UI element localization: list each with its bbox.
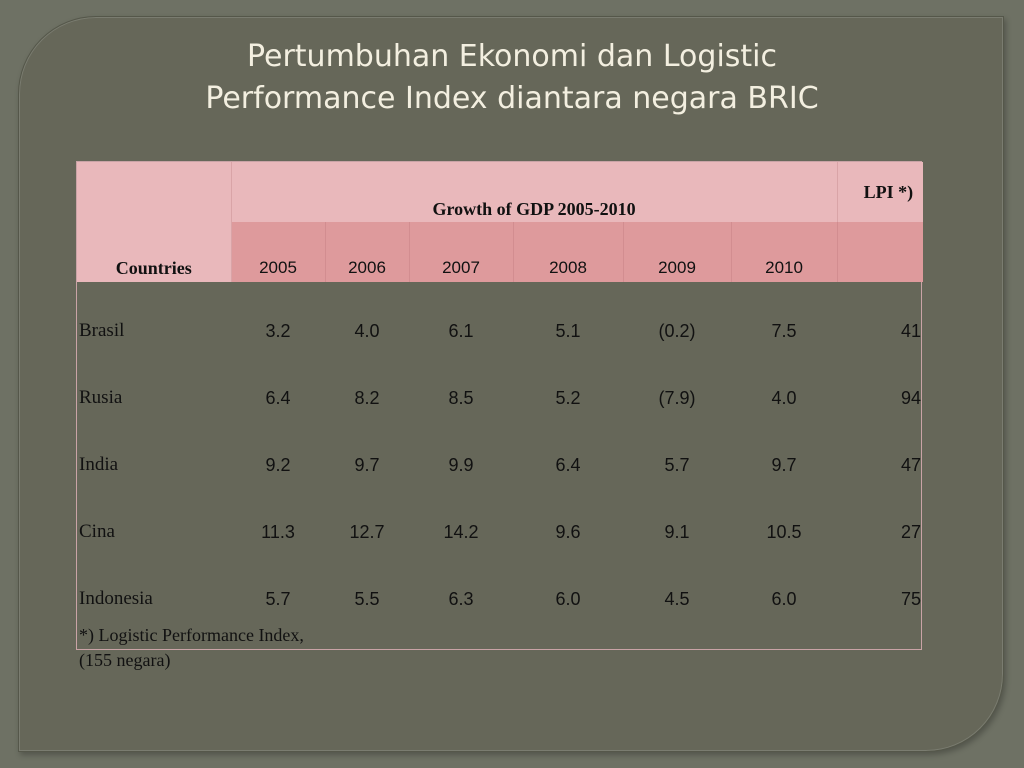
gdp-cell: 6.4 <box>555 455 581 475</box>
gdp-cell: 6.1 <box>448 321 474 341</box>
lpi-cell: 94 <box>901 388 922 408</box>
slide-frame <box>18 16 1004 752</box>
footnote-line-1: *) Logistic Performance Index, <box>79 625 304 645</box>
lpi-cell: 41 <box>901 321 922 341</box>
year-header: 2008 <box>512 222 623 282</box>
year-header: 2007 <box>408 222 513 282</box>
gdp-cell: 6.0 <box>771 589 797 609</box>
gdp-cell: 6.3 <box>448 589 474 609</box>
gdp-lpi-table: Countries Growth of GDP 2005-2010 LPI *)… <box>76 161 924 670</box>
gdp-cell: (0.2) <box>658 321 696 341</box>
table-row: Indonesia 5.7 5.5 6.3 6.0 4.5 6.0 75 <box>77 550 923 617</box>
growth-header: Growth of GDP 2005-2010 <box>432 199 636 219</box>
gdp-cell: 5.2 <box>555 388 581 408</box>
gdp-cell: 14.2 <box>443 522 479 542</box>
gdp-cell: 5.1 <box>555 321 581 341</box>
footnote-line-2: (155 negara) <box>79 650 171 670</box>
gdp-cell: 9.2 <box>265 455 291 475</box>
table-row: India 9.2 9.7 9.9 6.4 5.7 9.7 47 <box>77 416 923 483</box>
gdp-cell: 10.5 <box>766 522 802 542</box>
lpi-cell: 27 <box>901 522 922 542</box>
country-cell: Brasil <box>79 320 125 341</box>
country-cell: Indonesia <box>79 588 153 609</box>
gdp-cell: 9.7 <box>354 455 380 475</box>
header-row-years: 2005 2006 2007 2008 2009 2010 <box>77 222 924 282</box>
gdp-cell: 5.7 <box>265 589 291 609</box>
gdp-cell: 7.5 <box>771 321 797 341</box>
gdp-cell: 6.4 <box>265 388 291 408</box>
table-row: Cina 11.3 12.7 14.2 9.6 9.1 10.5 27 <box>77 483 923 550</box>
table-row: Rusia 6.4 8.2 8.5 5.2 (7.9) 4.0 94 <box>77 349 923 416</box>
footnote: *) Logistic Performance Index, (155 nega… <box>77 617 923 673</box>
year-header: 2010 <box>730 222 838 282</box>
countries-header: Countries <box>77 162 232 282</box>
year-header: 2009 <box>622 222 731 282</box>
gdp-cell: 6.0 <box>555 589 581 609</box>
gdp-cell: 9.9 <box>448 455 474 475</box>
gdp-cell: 9.7 <box>771 455 797 475</box>
header-row-top: Countries Growth of GDP 2005-2010 LPI *) <box>77 162 924 282</box>
slide-title: Pertumbuhan Ekonomi dan Logistic Perform… <box>0 36 1024 120</box>
gdp-cell: (7.9) <box>658 388 696 408</box>
lpi-cell: 47 <box>901 455 922 475</box>
gdp-cell: 9.1 <box>664 522 690 542</box>
gdp-cell: 4.0 <box>354 321 380 341</box>
gdp-cell: 8.2 <box>354 388 380 408</box>
lpi-header: LPI *) <box>836 162 924 222</box>
lpi-cell: 75 <box>901 589 922 609</box>
footnote-row: *) Logistic Performance Index, (155 nega… <box>77 617 923 673</box>
gdp-cell: 8.5 <box>448 388 474 408</box>
gdp-cell: 5.5 <box>354 589 380 609</box>
year-header: 2006 <box>324 222 409 282</box>
lpi-header-blank <box>836 222 924 282</box>
title-line-2: Performance Index diantara negara BRIC <box>205 81 819 116</box>
gdp-cell: 4.5 <box>664 589 690 609</box>
country-cell: India <box>79 454 119 475</box>
gdp-cell: 3.2 <box>265 321 291 341</box>
gdp-cell: 11.3 <box>261 522 295 542</box>
gdp-cell: 9.6 <box>555 522 581 542</box>
gdp-cell: 4.0 <box>771 388 797 408</box>
country-cell: Cina <box>79 521 115 542</box>
table-row: Brasil 3.2 4.0 6.1 5.1 (0.2) 7.5 41 <box>77 282 923 349</box>
title-line-1: Pertumbuhan Ekonomi dan Logistic <box>246 39 777 74</box>
year-header: 2005 <box>230 222 325 282</box>
gdp-cell: 5.7 <box>664 455 690 475</box>
country-cell: Rusia <box>79 387 123 408</box>
gdp-cell: 12.7 <box>349 522 385 542</box>
